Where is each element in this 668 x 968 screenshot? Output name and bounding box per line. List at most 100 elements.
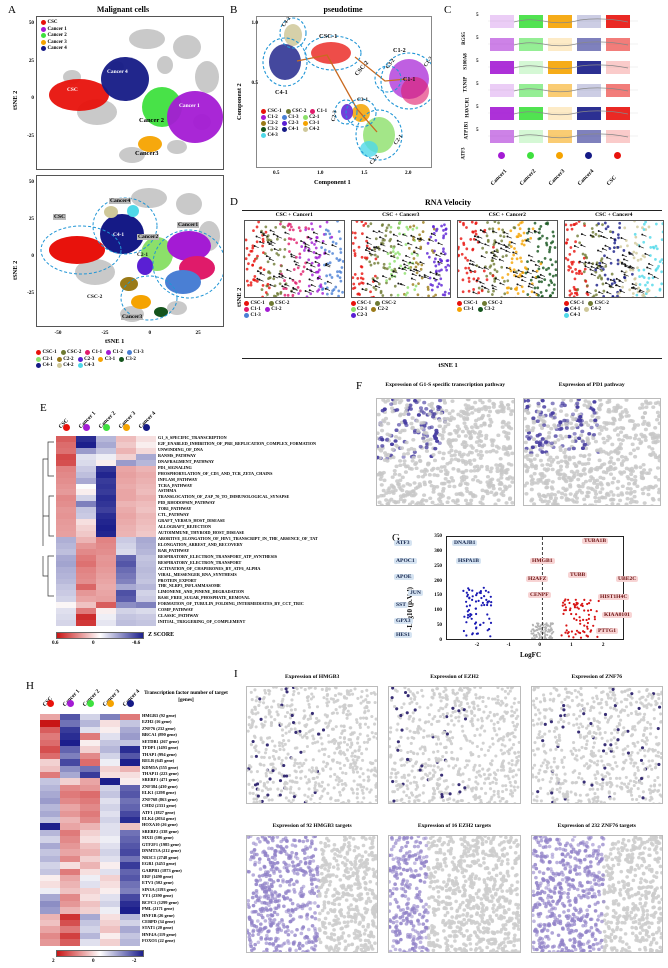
volcano-gene-label: UBE2C <box>616 576 638 582</box>
panel-d-subpanel-legend: CSC-1 CSC-2 C1-1 C1-2 C1-3 <box>244 301 345 318</box>
panel-i-tsne-plot[interactable] <box>531 686 663 804</box>
heatmap-cell[interactable] <box>80 939 100 945</box>
legend-color-dot <box>78 357 83 362</box>
heatmap-cell[interactable] <box>40 939 60 945</box>
column-color-dot <box>40 700 60 710</box>
legend-color-dot <box>244 313 249 318</box>
panel-a-bottom-yticks: 50 25 0 -25 <box>18 175 36 323</box>
panel-d-velocity-plot[interactable] <box>244 220 345 298</box>
panel-i-letter: I <box>234 668 238 680</box>
panel-c-group: Cancer3 <box>552 152 572 190</box>
legend-color-dot <box>57 363 62 368</box>
panel-f-plot[interactable]: Expression of PD1 pathway <box>523 382 662 514</box>
heatmap-row-label: INITIAL_TRIGGERING_OF_COMPLEMENT <box>158 620 346 626</box>
legend-color-dot <box>36 350 41 355</box>
panel-i-plot[interactable]: Expression of ZNF76 <box>531 674 663 817</box>
heatmap-cell[interactable] <box>96 620 116 626</box>
axis-tick: 1.0 <box>252 20 258 26</box>
panel-b-legend: CSC-1 CSC-2 C1-1 C1-2 C1-3 C2-1 C2-2 C2-3 C3-1 C3… <box>261 109 355 139</box>
panel-i-tsne-plot[interactable] <box>388 686 520 804</box>
volcano-gene-label: HIST1H4C <box>598 594 629 600</box>
panel-d-subpanel-legend: CSC-1 CSC-2 C2-1 C2-2 C2-3 <box>351 301 452 318</box>
panel-e-col-headers: CSCCancer 1Cancer 2Cancer 3Cancer 4 <box>56 390 156 424</box>
panel-c-gene-label: S100A8 <box>458 49 474 67</box>
panel-c-strips <box>488 10 638 150</box>
panel-a-top-plot[interactable]: CSC Cancer 1 Cancer 2 Cancer 3 Cancer 4 CSC … <box>36 16 224 170</box>
heatmap-cell[interactable] <box>60 939 80 945</box>
panel-g-gene-labels: ATF3 APOC1 APOE JUN SST GPX3 HES1 DNAJB1 HSPA1B H… <box>446 536 661 640</box>
panel-d-velocity-plot[interactable] <box>564 220 665 298</box>
legend-item: C4-2 <box>303 127 320 132</box>
colorbar-gradient <box>56 632 144 639</box>
axis-tick: 100 <box>434 607 442 613</box>
panel-i-tsne-plot[interactable] <box>531 835 663 953</box>
panel-h-heatmap[interactable] <box>40 714 140 946</box>
panel-c-group: Cancer2 <box>523 152 543 190</box>
annotation-cancer2: Cancer 2 <box>139 117 164 124</box>
panel-d-velocity-plot[interactable] <box>351 220 452 298</box>
heatmap-cell[interactable] <box>56 620 76 626</box>
legend-item: C2-1 <box>36 357 53 362</box>
panel-i-plot[interactable]: Expression of 92 HMGB3 targets <box>246 823 378 966</box>
panel-i-plot[interactable]: Expression of HMGB3 <box>246 674 378 817</box>
panel-i-tsne-plot[interactable] <box>246 835 378 953</box>
column-color-dot <box>96 424 116 434</box>
panel-f-letter: F <box>356 380 362 392</box>
legend-color-dot <box>119 357 124 362</box>
axis-tick: 1.5 <box>361 170 367 176</box>
panel-f: F Expression of G1-S specific transcript… <box>346 378 668 518</box>
column-color-dot <box>80 700 100 710</box>
heatmap-cell[interactable] <box>120 939 140 945</box>
volcano-gene-label: HMGB1 <box>530 558 555 564</box>
axis-tick: 300 <box>434 548 442 554</box>
legend-color-dot <box>265 307 270 312</box>
axis-tick: -50 <box>55 330 62 336</box>
panel-i-plot-title: Expression of ZNF76 <box>531 674 663 686</box>
axis-tick: 25 <box>29 216 34 222</box>
panel-f-plot[interactable]: Expression of G1-S specific transcriptio… <box>376 382 515 514</box>
panel-i-plot[interactable]: Expression of 16 EZH2 targets <box>388 823 520 966</box>
legend-item: C2-2 <box>57 357 74 362</box>
panel-e-heatmap[interactable] <box>56 436 156 626</box>
cluster-label-c11: C1-1 <box>403 77 415 83</box>
legend-item: Cancer 4 <box>41 46 67 51</box>
legend-color-dot <box>41 27 46 32</box>
heatmap-cell[interactable] <box>76 620 96 626</box>
legend-color-dot <box>261 127 266 132</box>
panel-c-group-label: Cancer4 <box>577 168 596 187</box>
panel-i-tsne-plot[interactable] <box>388 835 520 953</box>
heatmap-cell[interactable] <box>116 620 136 626</box>
panel-i-tsne-plot[interactable] <box>246 686 378 804</box>
panel-i-plot[interactable]: Expression of EZH2 <box>388 674 520 817</box>
legend-item: C1-2 <box>261 115 278 120</box>
axis-tick: 0.5 <box>273 170 279 176</box>
legend-color-dot <box>57 357 62 362</box>
legend-color-dot <box>61 350 66 355</box>
heatmap-cell[interactable] <box>100 939 120 945</box>
legend-color-dot <box>282 127 287 132</box>
heatmap-cell[interactable] <box>136 620 156 626</box>
panel-d-subpanel-title: CSC + Cancer2 <box>457 212 558 218</box>
axis-tick: -25 <box>102 330 109 336</box>
legend-color-dot <box>244 301 249 306</box>
colorbar-tick: -0.6 <box>132 640 140 646</box>
panel-d-subpanel[interactable]: CSC + Cancer3 CSC-1 CSC-2 C2-1 C2-2 C2-3 <box>351 212 452 352</box>
panel-c-ytick: 5 <box>476 81 479 87</box>
panel-d-subpanel[interactable]: CSC + Cancer2 CSC-1 CSC-2 C3-1 C3-2 <box>457 212 558 352</box>
panel-d-subpanel[interactable]: CSC + Cancer4 CSC-1 CSC-2 C4-1 C4-2 C4-3 <box>564 212 665 352</box>
panel-a-bottom-plot[interactable]: CSC Cancer4 Cancer1 Cancer2 Cancer3 CSC-… <box>36 175 224 327</box>
panel-i-plot[interactable]: Expression of 232 ZNF76 targets <box>531 823 663 966</box>
panel-f-tsne-plot[interactable] <box>376 398 515 506</box>
legend-color-dot <box>588 301 593 306</box>
column-color-dot <box>100 700 120 710</box>
panel-c-gene-labels: RGS5 5 S100A8 5 TXNIP 5 HAVCR1 5 ATP1B1 5 ATF3 5 <box>458 10 484 150</box>
panel-c-ytick: 5 <box>476 12 479 18</box>
legend-item: C4-3 <box>78 363 95 368</box>
panel-d-velocity-plot[interactable] <box>457 220 558 298</box>
legend-color-dot <box>98 357 103 362</box>
legend-color-dot <box>564 301 569 306</box>
panel-f-tsne-plot[interactable] <box>523 398 662 506</box>
panel-d-subpanel[interactable]: CSC + Cancer1 CSC-1 CSC-2 C1-1 C1-2 C1-3 <box>244 212 345 352</box>
panel-d-subpanel-legend: CSC-1 CSC-2 C3-1 C3-2 <box>457 301 558 312</box>
panel-b-plot[interactable]: C4-2 CSC-1 CSC-2 C4-1 C1-2 C1-1 C1-3 C2-… <box>256 16 432 168</box>
